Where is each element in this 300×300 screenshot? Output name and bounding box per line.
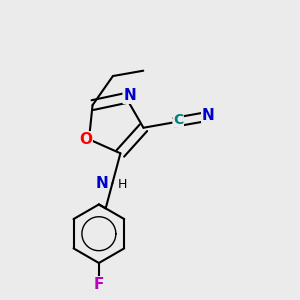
Text: C: C [173,113,183,127]
Text: H: H [118,178,127,191]
Text: N: N [123,88,136,103]
Text: N: N [202,108,214,123]
Text: F: F [94,277,104,292]
Text: O: O [79,132,92,147]
Text: N: N [95,176,108,190]
